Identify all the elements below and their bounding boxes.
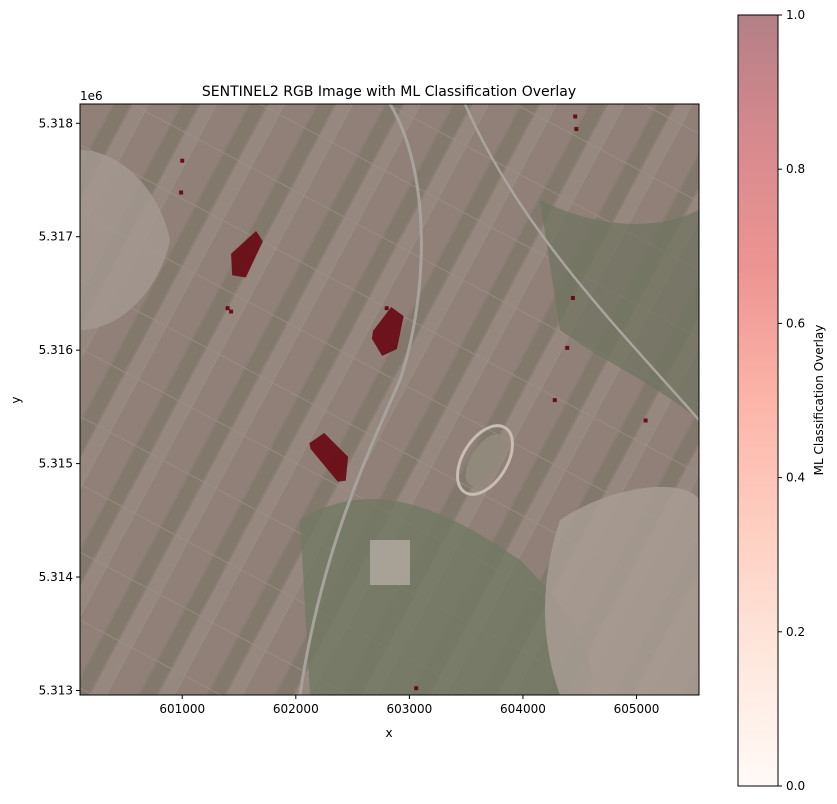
classified-speck-7 [570,295,575,300]
y-tick-label: 5.318 [39,116,73,130]
colorbar-label: ML Classification Overlay [812,325,826,476]
colorbar-ticks: 0.0 0.2 0.4 0.6 0.8 1.0 [778,8,805,793]
colorbar-tick-label: 0.2 [786,625,805,639]
y-axis-label: y [9,396,23,403]
satellite-image [80,104,699,695]
colorbar-frame [737,14,779,787]
y-tick-label: 5.313 [39,683,73,697]
classified-patch-1 [231,231,263,278]
classified-patch-2 [371,307,404,356]
y-tick-label: 5.315 [39,457,73,471]
x-tick-label: 602000 [273,702,319,716]
chart-title: SENTINEL2 RGB Image with ML Classificati… [202,84,576,100]
colorbar-gradient [738,15,778,786]
colorbar-tick-label: 0.4 [786,471,805,485]
y-tick-label: 5.316 [39,343,73,357]
x-tick-label: 601000 [159,702,205,716]
classified-speck-3 [225,306,230,311]
classified-speck-8 [565,345,570,350]
x-tick-label: 603000 [386,702,432,716]
x-tick-label: 604000 [500,702,546,716]
classified-speck-10 [643,418,648,423]
classified-speck-2 [180,158,185,163]
classified-speck-5 [573,114,578,119]
classified-speck-4 [229,309,234,314]
colorbar-tick-label: 0.0 [786,779,805,793]
classified-patch-3 [309,432,349,482]
y-axis-offset-label: 1e6 [80,89,103,103]
colorbar-tick-label: 0.8 [786,162,805,176]
colorbar-tick-label: 0.6 [786,316,805,330]
x-tick-label: 605000 [614,702,660,716]
classified-speck-11 [384,306,389,311]
x-axis-label: x [385,726,392,740]
classified-speck-1 [179,190,184,195]
x-axis-ticks: 601000 602000 603000 604000 605000 [159,695,659,716]
colorbar-tick-label: 1.0 [786,8,805,22]
classified-speck-6 [574,126,579,131]
colorbar: 0.0 0.2 0.4 0.6 0.8 1.0 ML Classification Ove… [737,8,826,793]
y-tick-label: 5.314 [39,570,73,584]
y-tick-label: 5.317 [39,230,73,244]
y-axis-ticks: 5.313 5.314 5.315 5.316 5.317 5.318 [39,116,80,697]
classified-speck-9 [552,398,557,403]
plot-area-frame [79,103,700,696]
classified-speck-12 [414,686,419,691]
classification-overlay [179,114,648,691]
